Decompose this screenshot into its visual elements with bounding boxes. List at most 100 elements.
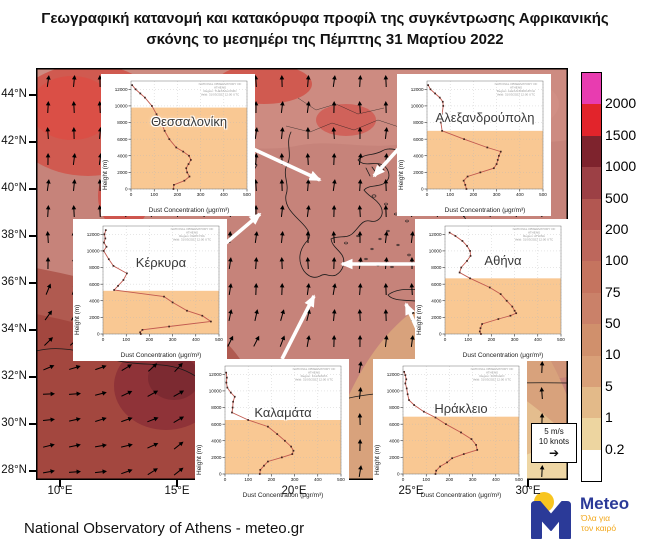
svg-text:300: 300	[169, 337, 177, 342]
svg-text:0: 0	[130, 192, 133, 197]
svg-text:4000: 4000	[211, 438, 222, 443]
colorbar-segment	[582, 292, 601, 325]
svg-text:400: 400	[314, 477, 322, 482]
meteo-logo: Meteo Όλα για τον καιρό	[531, 492, 629, 539]
inset-y-axis-label: Height (m)	[374, 444, 381, 475]
svg-text:10000: 10000	[387, 389, 400, 394]
inset-city-label: Θεσσαλονίκη	[150, 114, 228, 129]
svg-text:12000: 12000	[87, 232, 100, 237]
profile-inset-thessaloniki: 0 2000 4000 6000 8000 10000 12000 0 100 200 300 400…	[101, 74, 255, 216]
inset-fineprint: NATIONAL OBSERVATORY OF ATHENS Region: AL…	[494, 83, 538, 97]
svg-text:4000: 4000	[431, 298, 442, 303]
svg-text:500: 500	[539, 192, 547, 197]
svg-text:100: 100	[464, 337, 472, 342]
svg-text:0: 0	[439, 332, 442, 337]
svg-text:500: 500	[337, 477, 345, 482]
svg-text:8000: 8000	[389, 405, 400, 410]
svg-text:6000: 6000	[413, 137, 424, 142]
wind-legend-line2: 10 knots	[538, 436, 570, 446]
lat-tick-label: 36°N	[1, 276, 27, 288]
svg-text:12000: 12000	[387, 372, 400, 377]
profile-inset-kalamata: 0 2000 4000 6000 8000 10000 12000 0 100 200 300 400…	[195, 359, 349, 501]
lat-tick-label: 34°N	[1, 323, 27, 335]
lat-tick-label: 32°N	[1, 370, 27, 382]
colorbar-segment	[582, 324, 601, 356]
colorbar-label: 100	[605, 252, 629, 269]
colorbar-segment	[582, 198, 601, 230]
colorbar-segment	[582, 386, 601, 419]
svg-text:6000: 6000	[117, 137, 128, 142]
figure-title-line1: Γεωγραφική κατανομή και κατακόρυφα προφί…	[41, 10, 609, 27]
callout-arrow-thessaloniki	[250, 146, 322, 182]
lat-tick-mark	[29, 141, 36, 143]
inset-fineprint: NATIONAL OBSERVATORY OF ATHENS Region: IR…	[470, 368, 514, 382]
figure-title-line2: σκόνης το μεσημέρι της Πέμπτης 31 Μαρτίο…	[146, 31, 504, 48]
colorbar-label: 500	[605, 189, 629, 206]
wind-speed-legend: 5 m/s 10 knots ➔	[531, 423, 577, 463]
inset-y-axis-label: Height (m)	[398, 159, 405, 190]
svg-text:200: 200	[268, 477, 276, 482]
svg-text:200: 200	[446, 477, 454, 482]
lat-tick-mark	[29, 94, 36, 96]
svg-text:6000: 6000	[89, 282, 100, 287]
svg-text:400: 400	[220, 192, 228, 197]
svg-text:100: 100	[150, 192, 158, 197]
dust-profile-plot: 0 2000 4000 6000 8000 10000 12000 0 100 200 300 400…	[429, 225, 565, 342]
svg-text:2000: 2000	[89, 315, 100, 320]
svg-text:2000: 2000	[431, 315, 442, 320]
colorbar: 2000 1500 1000 500 200 100 75 50 10 5 1 0.2	[581, 72, 650, 488]
inset-y-axis-label: Height (m)	[102, 159, 109, 190]
svg-text:4000: 4000	[117, 153, 128, 158]
inset-city-label: Καλαμάτα	[254, 405, 312, 420]
svg-text:12000: 12000	[209, 372, 222, 377]
lat-tick-mark	[29, 235, 36, 237]
svg-text:10000: 10000	[429, 249, 442, 254]
svg-text:6000: 6000	[211, 422, 222, 427]
inset-fineprint: NATIONAL OBSERVATORY OF ATHENS Region: KE…	[170, 228, 214, 242]
svg-text:200: 200	[470, 192, 478, 197]
lat-tick-mark	[29, 423, 36, 425]
svg-text:200: 200	[146, 337, 154, 342]
colorbar-label: 5	[605, 377, 613, 394]
svg-text:10000: 10000	[115, 104, 128, 109]
colorbar-segment	[582, 261, 601, 293]
dust-profile-plot: 0 2000 4000 6000 8000 10000 12000 0 100 200 300 400…	[115, 80, 251, 197]
lon-tick-label: 15°E	[164, 485, 190, 497]
colorbar-label: 200	[605, 220, 629, 237]
lon-tick-label: 30°E	[515, 485, 541, 497]
colorbar-segment	[582, 104, 601, 136]
dust-profile-plot: 0 2000 4000 6000 8000 10000 12000 0 100 200 300 400…	[209, 365, 345, 482]
svg-text:100: 100	[422, 477, 430, 482]
inset-x-axis-label: Dust Concentration (μgr/m³)	[444, 207, 526, 214]
inset-x-axis-label: Dust Concentration (μgr/m³)	[462, 352, 544, 359]
svg-text:400: 400	[192, 337, 200, 342]
lat-tick-mark	[29, 329, 36, 331]
lat-tick-label: 38°N	[1, 229, 27, 241]
svg-text:300: 300	[197, 192, 205, 197]
lat-tick-label: 44°N	[1, 88, 27, 100]
inset-fineprint: NATIONAL OBSERVATORY OF ATHENS Region: AT…	[512, 228, 556, 242]
colorbar-label: 1	[605, 409, 613, 426]
profile-inset-kerkyra: 0 2000 4000 6000 8000 10000 12000 0 100 200 300 400…	[73, 219, 227, 361]
logo-tagline-line1: Όλα για	[580, 513, 610, 523]
svg-text:100: 100	[122, 337, 130, 342]
svg-text:2000: 2000	[211, 455, 222, 460]
profile-inset-alexandroupoli: 0 2000 4000 6000 8000 10000 12000 0 100 200 300 400…	[397, 74, 551, 216]
svg-text:0: 0	[421, 187, 424, 192]
colorbar-segment	[582, 449, 601, 482]
inset-fineprint: NATIONAL OBSERVATORY OF ATHENS Region: TH…	[198, 83, 242, 97]
svg-text:8000: 8000	[117, 120, 128, 125]
svg-text:100: 100	[446, 192, 454, 197]
lon-tick-mark	[59, 480, 61, 487]
svg-text:8000: 8000	[431, 265, 442, 270]
svg-text:300: 300	[291, 477, 299, 482]
svg-text:300: 300	[493, 192, 501, 197]
lat-tick-label: 30°N	[1, 417, 27, 429]
lat-tick-mark	[29, 188, 36, 190]
svg-text:0: 0	[397, 472, 400, 477]
colorbar-segment	[582, 73, 601, 105]
svg-text:10000: 10000	[87, 249, 100, 254]
svg-text:400: 400	[516, 192, 524, 197]
colorbar-label: 75	[605, 283, 621, 300]
